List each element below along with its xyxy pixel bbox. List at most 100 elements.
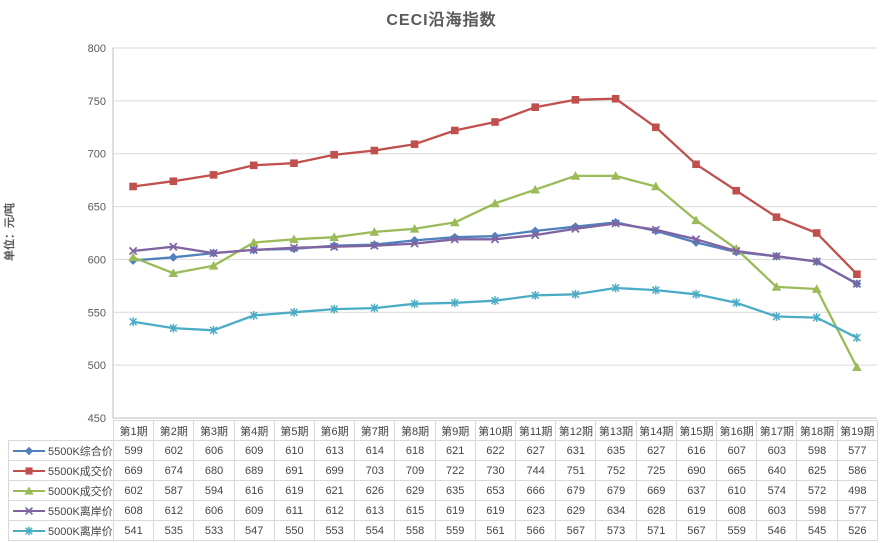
table-cell: 526 [836,520,878,541]
table-cell: 616 [233,480,275,501]
table-cell: 625 [796,460,838,481]
table-header-cell: 第7期 [354,420,396,441]
table-cell: 752 [595,460,637,481]
table-header-cell: 第8期 [394,420,436,441]
table-header-cell: 第4期 [233,420,275,441]
table-corner-cell [9,421,114,441]
table-header-cell: 第19期 [836,420,878,441]
data-point-marker [249,161,258,170]
table-cell: 613 [314,440,356,461]
data-point-marker [249,245,258,255]
table-cell: 567 [675,520,718,541]
data-point-marker [370,146,379,155]
data-point-marker [771,282,782,291]
data-point-marker [449,217,460,227]
data-table: 第1期 第2期 第3期 第4期 第5期 第6期 第7期 第8期 第9期 第10期 第11期 第12期第… [8,420,878,541]
table-cell: 550 [273,520,316,541]
table-cell: 533 [193,520,235,541]
table-cell: 699 [314,460,356,481]
table-header-cell: 第6期 [314,420,356,441]
series-5500K离岸价 [128,219,862,288]
data-point-marker [209,248,218,258]
data-point-marker [491,296,499,306]
table-cell: 559 [434,520,476,541]
data-point-marker [652,123,660,132]
data-point-marker [24,446,34,455]
table-cell: 691 [273,460,316,481]
table-cell: 621 [434,440,476,461]
table-header-cell: 第2期 [153,420,195,441]
legend-marker-icon [13,446,45,455]
table-cell: 559 [716,520,758,541]
table-cell: 629 [394,480,436,501]
data-point-marker [490,231,500,241]
data-point-marker [410,140,419,148]
data-point-marker [209,325,218,335]
legend-marker-icon [13,506,45,515]
table-cell: 725 [635,460,677,481]
table-cell: 619 [434,500,476,521]
table-cell: 619 [474,500,517,521]
table-cell: 567 [555,520,597,541]
legend-cell: 5500K离岸价 [8,500,114,521]
data-point-marker [732,186,741,195]
data-point-marker [611,219,620,228]
data-point-marker [691,235,701,244]
data-point-marker [129,317,138,327]
data-point-marker [651,181,661,191]
table-cell: 680 [193,460,235,481]
data-point-marker [25,526,33,535]
table-cell: 609 [233,440,275,461]
data-point-marker [651,225,661,235]
table-cell: 669 [112,460,155,481]
table-cell: 669 [635,480,677,501]
table-cell: 587 [153,480,195,501]
table-cell: 577 [836,440,878,461]
y-tick-label: 700 [88,149,106,161]
series-5000K离岸价 [129,283,861,343]
table-header-row: 第1期 第2期 第3期 第4期 第5期 第6期 第7期 第8期 第9期 第10期 第11期 第12期第… [9,420,878,441]
table-row: 5500K综合价 599 602 606 609 610 613 614 618 621 622 62… [8,440,878,461]
table-cell: 629 [555,500,597,521]
table-cell: 751 [555,460,597,481]
table-cell: 602 [153,440,195,461]
table-cell: 553 [314,520,356,541]
table-cell: 631 [555,440,597,461]
data-point-marker [409,223,420,233]
y-tick-label: 800 [88,43,106,55]
table-cell: 666 [515,480,557,501]
legend-label: 5000K离岸价 [48,525,113,538]
data-point-marker [571,96,580,104]
table-row: 5500K离岸价 608 612 606 609 611 612 613 615 619 619 62… [8,500,878,521]
data-point-marker [732,298,741,308]
data-point-marker [450,235,459,244]
table-cell: 637 [675,480,718,501]
data-point-marker [128,246,138,256]
data-point-marker [330,304,339,314]
table-cell: 577 [836,500,878,521]
data-point-marker [208,260,219,270]
data-point-marker [531,103,540,111]
data-point-marker [570,171,581,180]
data-point-marker [732,246,741,256]
table-header-cell: 第15期 [675,420,718,441]
legend-cell: 5500K综合价 [8,440,114,461]
table-cell: 598 [796,440,838,461]
table-cell: 546 [756,520,798,541]
data-point-marker [490,235,500,244]
legend-label: 5500K综合价 [48,445,113,458]
data-point-marker [812,313,821,322]
table-cell: 561 [474,520,517,541]
table-cell: 703 [354,460,396,481]
legend-marker-icon [13,466,45,475]
table-cell: 674 [153,460,195,481]
line-chart: 450 500 550 600 650 700 750 800 [88,43,877,425]
table-cell: 594 [193,480,235,501]
series-5000K成交价 [128,171,862,372]
data-point-marker [450,126,459,135]
table-cell: 616 [675,440,718,461]
data-point-marker [370,241,379,250]
data-point-marker [651,285,660,295]
y-tick-label: 500 [88,360,106,372]
data-point-marker [491,118,499,126]
